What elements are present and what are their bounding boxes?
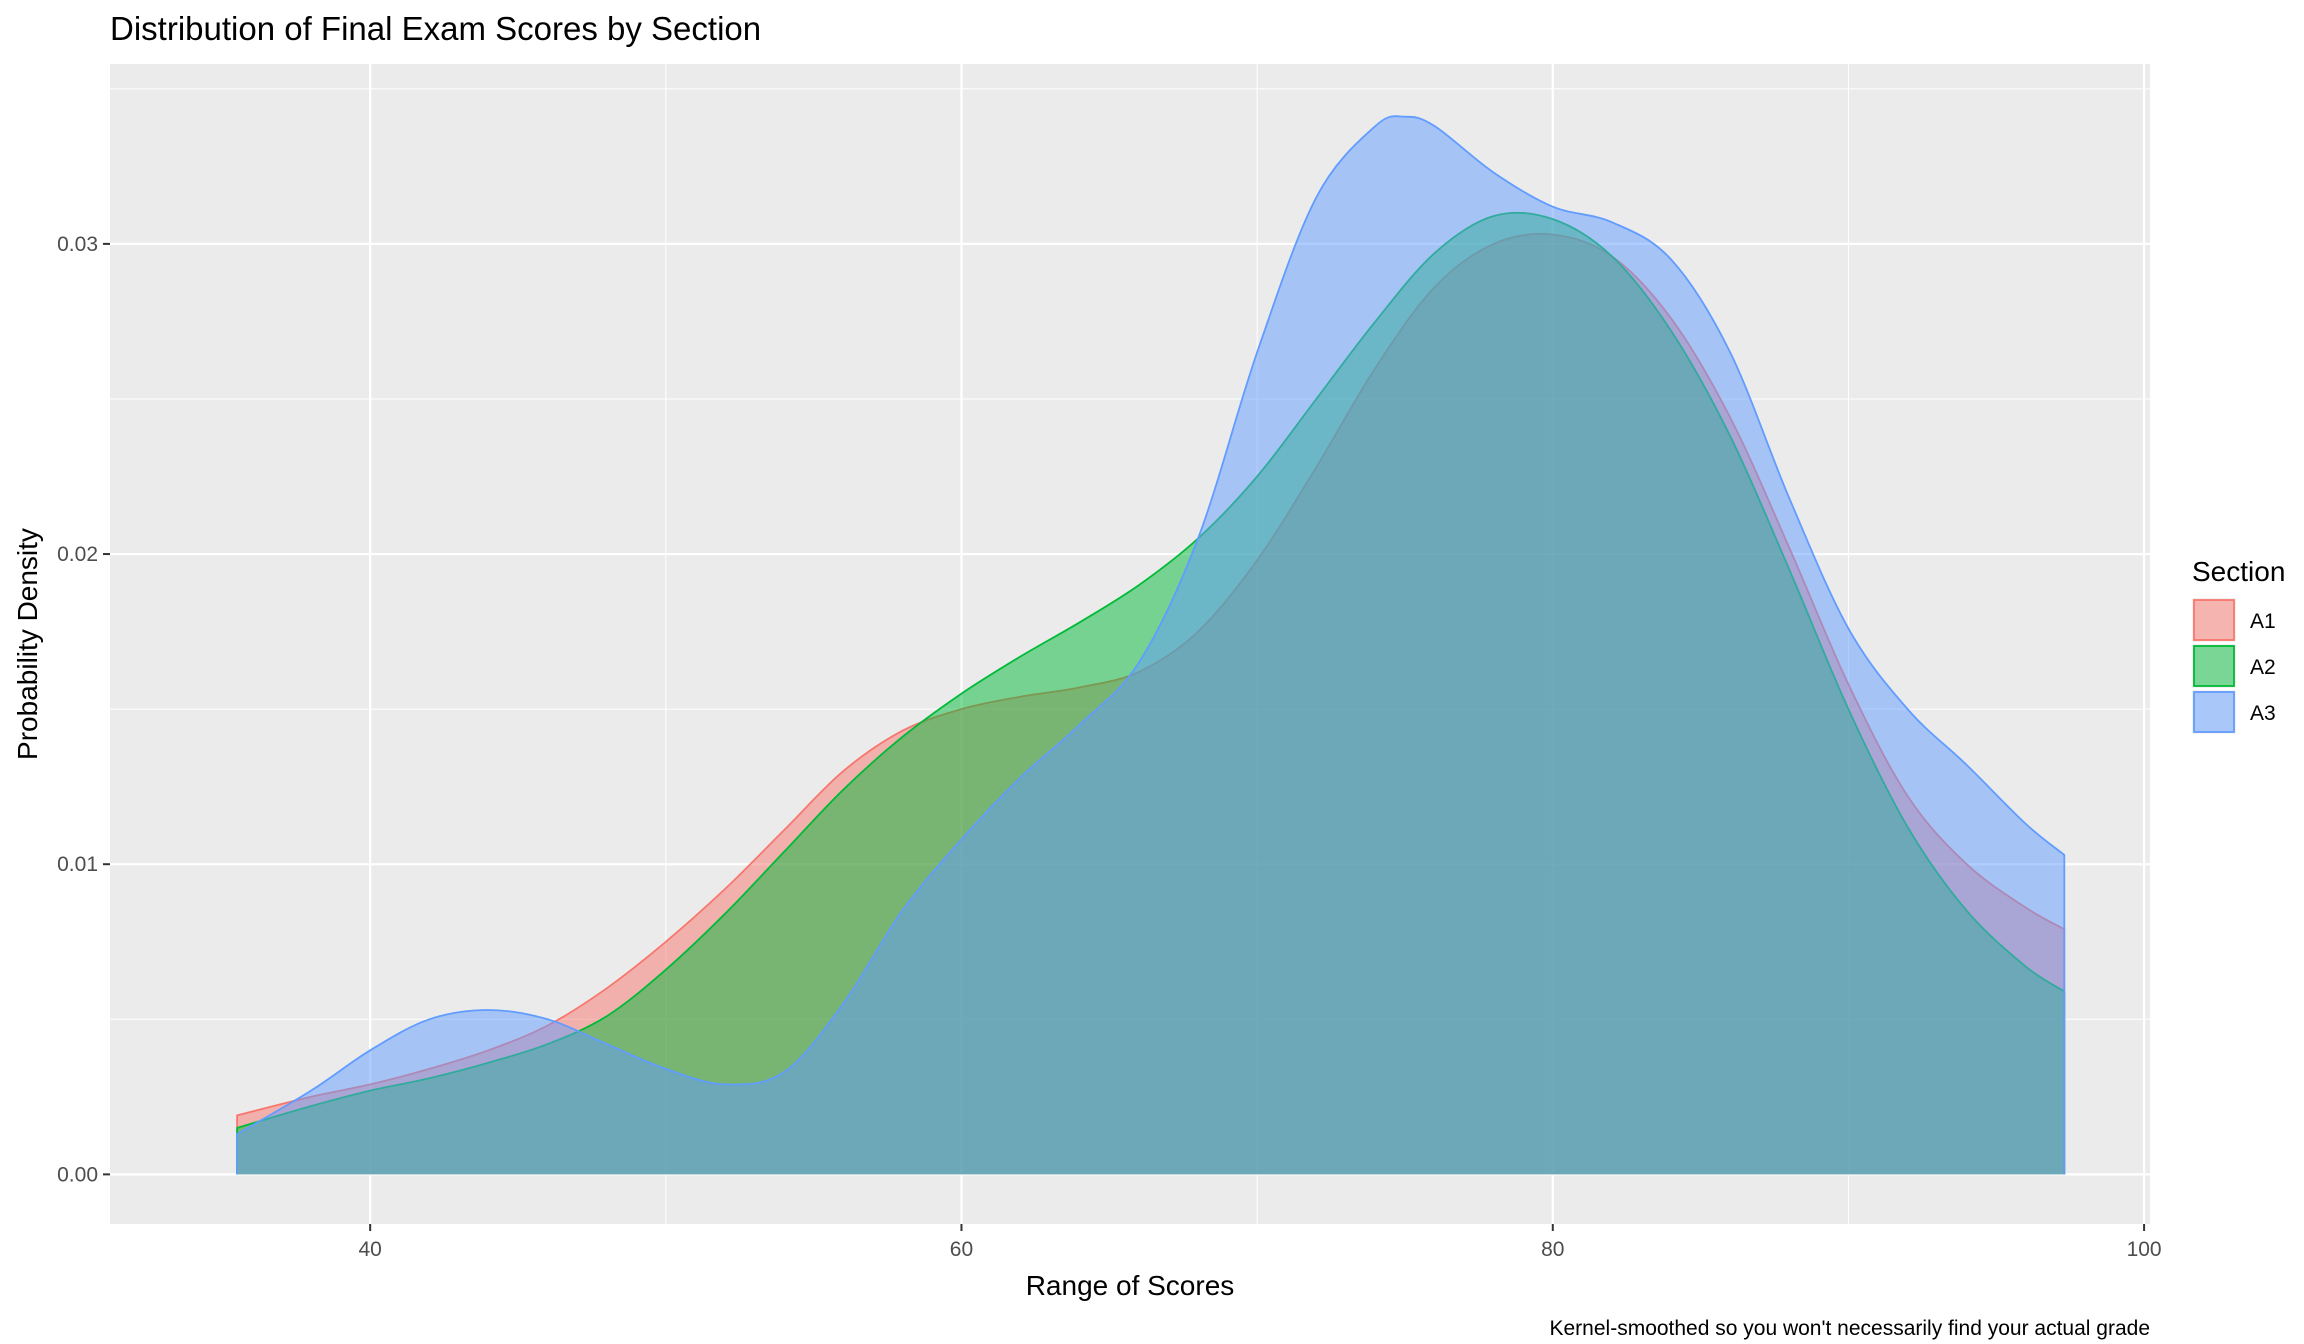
y-axis: 0.00 0.01 0.02 0.03 [57,233,110,1186]
legend-label-a3: A3 [2250,702,2276,725]
x-tick-label: 100 [2127,1238,2162,1261]
y-tick-label: 0.03 [57,233,98,256]
legend: Section A1 A2 A3 [2192,556,2285,734]
density-areas [236,115,2066,1175]
y-axis-title: Probability Density [12,528,43,760]
x-tick-label: 40 [358,1238,381,1261]
density-line-a3 [236,115,2066,1175]
legend-label-a1: A1 [2250,610,2276,633]
legend-swatch-a3 [2193,691,2235,733]
density-area-a3 [237,116,2065,1175]
legend-title: Section [2192,556,2285,587]
chart-title: Distribution of Final Exam Scores by Sec… [110,10,761,47]
chart-caption: Kernel-smoothed so you won't necessarily… [1550,1317,2151,1340]
legend-swatch-a2 [2193,645,2235,687]
x-axis: 40 60 80 100 [358,1224,2162,1261]
y-tick-label: 0.00 [57,1163,98,1186]
legend-swatch-a1 [2193,599,2235,641]
y-tick-label: 0.02 [57,543,98,566]
x-tick-label: 80 [1541,1238,1564,1261]
legend-label-a2: A2 [2250,656,2276,679]
y-tick-label: 0.01 [57,853,98,876]
x-axis-title: Range of Scores [1026,1270,1235,1301]
x-tick-label: 60 [950,1238,973,1261]
